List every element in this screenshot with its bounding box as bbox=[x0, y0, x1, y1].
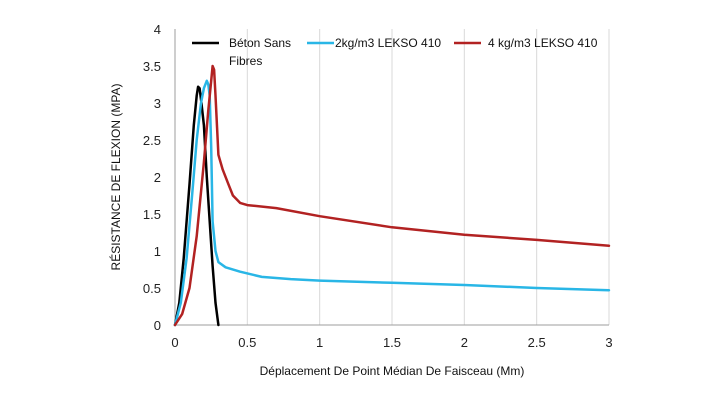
series-group bbox=[173, 64, 611, 327]
series-line-1 bbox=[173, 85, 220, 327]
x-tick-label: 1 bbox=[316, 335, 323, 350]
legend: Béton Sans Fibres 2kg/m3 LEKSO 410 4 kg/m3 … bbox=[192, 36, 598, 68]
series-line-3 bbox=[173, 64, 611, 327]
y-tick-label: 0 bbox=[154, 318, 161, 333]
y-tick-label: 3 bbox=[154, 96, 161, 111]
x-tick-label: 0 bbox=[171, 335, 178, 350]
y-tick-label: 2.5 bbox=[143, 133, 161, 148]
x-tick-label: 1.5 bbox=[383, 335, 401, 350]
legend-label-1: Béton Sans bbox=[229, 36, 291, 50]
y-tick-label: 0.5 bbox=[143, 281, 161, 296]
legend-label-2: 2kg/m3 LEKSO 410 bbox=[335, 36, 441, 50]
y-tick-label: 2 bbox=[154, 170, 161, 185]
x-tick-label: 2.5 bbox=[528, 335, 546, 350]
x-tick-label: 2 bbox=[461, 335, 468, 350]
x-tick-label: 0.5 bbox=[238, 335, 256, 350]
series-line-2 bbox=[173, 79, 611, 327]
y-tick-label: 1 bbox=[154, 244, 161, 259]
grid bbox=[246, 29, 610, 325]
y-tick-label: 1.5 bbox=[143, 207, 161, 222]
y-tick-label: 4 bbox=[154, 22, 161, 37]
legend-label-1: Fibres bbox=[229, 54, 262, 68]
y-tick-label: 3.5 bbox=[143, 59, 161, 74]
x-tick-label: 3 bbox=[605, 335, 612, 350]
axes: 0 0.5 1 1.5 2 2.5 3 0 0.5 1 1.5 2 2.5 3 3.5 4 bbox=[143, 22, 613, 350]
x-axis-label: Déplacement De Point Médian De Faisceau … bbox=[260, 364, 525, 378]
y-axis-label: RÉSISTANCE DE FLEXION (MPA) bbox=[108, 84, 123, 271]
legend-label-3: 4 kg/m3 LEKSO 410 bbox=[488, 36, 598, 50]
